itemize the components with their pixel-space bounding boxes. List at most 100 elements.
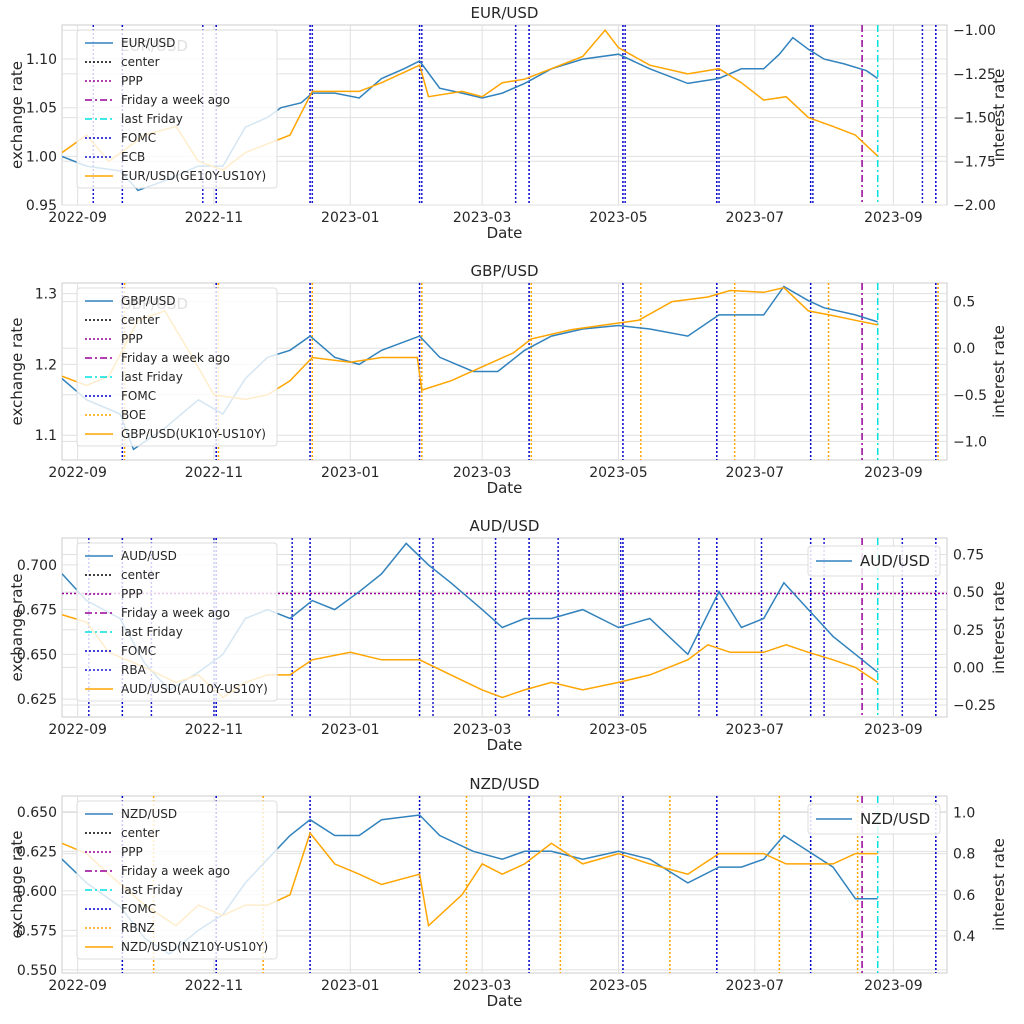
- legend-label: AUD/USD: [860, 552, 930, 570]
- x-tick-label: 2023-03: [453, 978, 512, 994]
- legend-label: PPP: [121, 332, 143, 346]
- y2-tick-label: −1.00: [953, 23, 996, 39]
- y2-axis-label: interest rate: [990, 69, 1008, 162]
- legend-label: FOMC: [121, 389, 156, 403]
- y-tick-label: 0.675: [17, 603, 57, 619]
- y-axis-label: exchange rate: [8, 830, 26, 938]
- legend-label: FOMC: [121, 131, 156, 145]
- x-axis-label: Date: [487, 736, 523, 754]
- legend-label: GBP/USD(UK10Y-US10Y): [121, 427, 266, 441]
- legend-box: [76, 287, 278, 447]
- y2-tick-label: −1.50: [953, 111, 996, 127]
- x-axis-label: Date: [487, 224, 523, 242]
- y2-tick-label: −2.00: [953, 198, 996, 214]
- legend-label: center: [121, 826, 160, 840]
- legend-secondary: NZD/USD: [807, 803, 941, 835]
- y2-tick-label: −1.25: [953, 67, 996, 83]
- legend-label: last Friday: [121, 883, 183, 897]
- y2-tick-label: 1.0: [953, 805, 975, 821]
- y-axis-label: exchange rate: [8, 573, 26, 681]
- legend-label: RBNZ: [121, 921, 155, 935]
- legend-label: Friday a week ago: [121, 351, 230, 365]
- y-tick-label: 0.575: [17, 923, 57, 939]
- y2-tick-label: 0.6: [953, 888, 975, 904]
- legend-label: FOMC: [121, 644, 156, 658]
- y-tick-label: 1.1: [35, 428, 57, 444]
- y2-tick-label: −0.5: [953, 388, 987, 404]
- legend-label: last Friday: [121, 625, 183, 639]
- legend-secondary: AUD/USD: [807, 545, 941, 577]
- chart-title: EUR/USD: [471, 4, 539, 22]
- x-axis-label: Date: [487, 992, 523, 1010]
- y2-tick-label: −0.25: [953, 698, 996, 714]
- x-tick-label: 2022-09: [48, 978, 107, 994]
- legend-label: PPP: [121, 74, 143, 88]
- legend-label: center: [121, 313, 160, 327]
- x-tick-label: 2023-01: [321, 722, 380, 738]
- legend: NZD/USD center PPP Friday a week ago last Fr…: [76, 800, 278, 960]
- x-tick-label: 2023-03: [453, 722, 512, 738]
- x-tick-label: 2023-07: [726, 978, 785, 994]
- x-tick-label: 2023-05: [589, 978, 648, 994]
- x-tick-label: 2023-09: [864, 722, 923, 738]
- legend-label: AUD/USD: [121, 549, 177, 563]
- x-tick-label: 2023-09: [864, 210, 923, 226]
- legend-label: PPP: [121, 845, 143, 859]
- legend: GBP/USD center PPP Friday a week ago last Fr…: [76, 287, 278, 447]
- legend-label: Friday a week ago: [121, 864, 230, 878]
- x-tick-label: 2023-05: [589, 465, 648, 481]
- legend-label: FOMC: [121, 902, 156, 916]
- x-tick-label: 2022-11: [185, 465, 244, 481]
- y-tick-label: 1.00: [26, 149, 57, 165]
- x-tick-label: 2023-01: [321, 465, 380, 481]
- y2-axis-label: interest rate: [990, 581, 1008, 674]
- y2-tick-label: 0.00: [953, 660, 984, 676]
- legend-label: AUD/USD(AU10Y-US10Y): [121, 682, 268, 696]
- y2-tick-label: −1.75: [953, 154, 996, 170]
- x-tick-label: 2023-07: [726, 210, 785, 226]
- legend-label: RBA: [121, 663, 147, 677]
- y2-tick-label: 0.4: [953, 929, 975, 945]
- chart-panel-aud-usd: 2022-09 2022-11 2023-01 2023-03 2023-05 2023-…: [8, 517, 1008, 754]
- x-tick-label: 2023-01: [321, 210, 380, 226]
- x-tick-label: 2023-05: [589, 210, 648, 226]
- chart-panel-eur-usd: 2022-09 2022-11 2023-01 2023-03 2023-05 2023-…: [8, 4, 1008, 242]
- x-tick-label: 2023-07: [726, 722, 785, 738]
- y-tick-label: 0.550: [17, 963, 57, 979]
- legend-label: GBP/USD: [121, 294, 175, 308]
- x-tick-label: 2023-09: [864, 978, 923, 994]
- y-tick-label: 0.95: [26, 198, 57, 214]
- legend-label: BOE: [121, 408, 146, 422]
- chart-title: AUD/USD: [470, 517, 540, 535]
- x-tick-label: 2023-05: [589, 722, 648, 738]
- chart-panel-gbp-usd: 2022-09 2022-11 2023-01 2023-03 2023-05 2023-…: [8, 262, 1008, 497]
- y2-tick-label: −1.0: [953, 434, 987, 450]
- legend-label: ECB: [121, 150, 145, 164]
- legend-label: NZD/USD(NZ10Y-US10Y): [121, 940, 268, 954]
- y-tick-label: 0.650: [17, 647, 57, 663]
- y2-tick-label: 0.25: [953, 623, 984, 639]
- legend-label: NZD/USD: [121, 807, 177, 821]
- y2-tick-label: 0.8: [953, 847, 975, 863]
- chart-title: NZD/USD: [469, 775, 539, 793]
- y2-axis-label: interest rate: [990, 838, 1008, 931]
- y-tick-label: 0.600: [17, 884, 57, 900]
- legend-label: EUR/USD(GE10Y-US10Y): [121, 169, 266, 183]
- y-tick-label: 0.650: [17, 805, 57, 821]
- y-tick-label: 1.05: [26, 101, 57, 117]
- legend: AUD/USD center PPP Friday a week ago last Fr…: [76, 542, 278, 702]
- y-tick-label: 0.625: [17, 844, 57, 860]
- chart-panel-nzd-usd: 2022-09 2022-11 2023-01 2023-03 2023-05 2023-…: [8, 775, 1008, 1010]
- y-tick-label: 1.2: [35, 357, 57, 373]
- y2-tick-label: 0.75: [953, 548, 984, 564]
- x-axis-label: Date: [487, 479, 523, 497]
- legend-label: EUR/USD: [121, 36, 175, 50]
- legend-label: last Friday: [121, 112, 183, 126]
- legend-box: [76, 800, 278, 960]
- y2-tick-label: 0.5: [953, 295, 975, 311]
- chart-title: GBP/USD: [470, 262, 538, 280]
- x-tick-label: 2023-03: [453, 465, 512, 481]
- y2-tick-label: 0.0: [953, 341, 975, 357]
- legend-label: PPP: [121, 587, 143, 601]
